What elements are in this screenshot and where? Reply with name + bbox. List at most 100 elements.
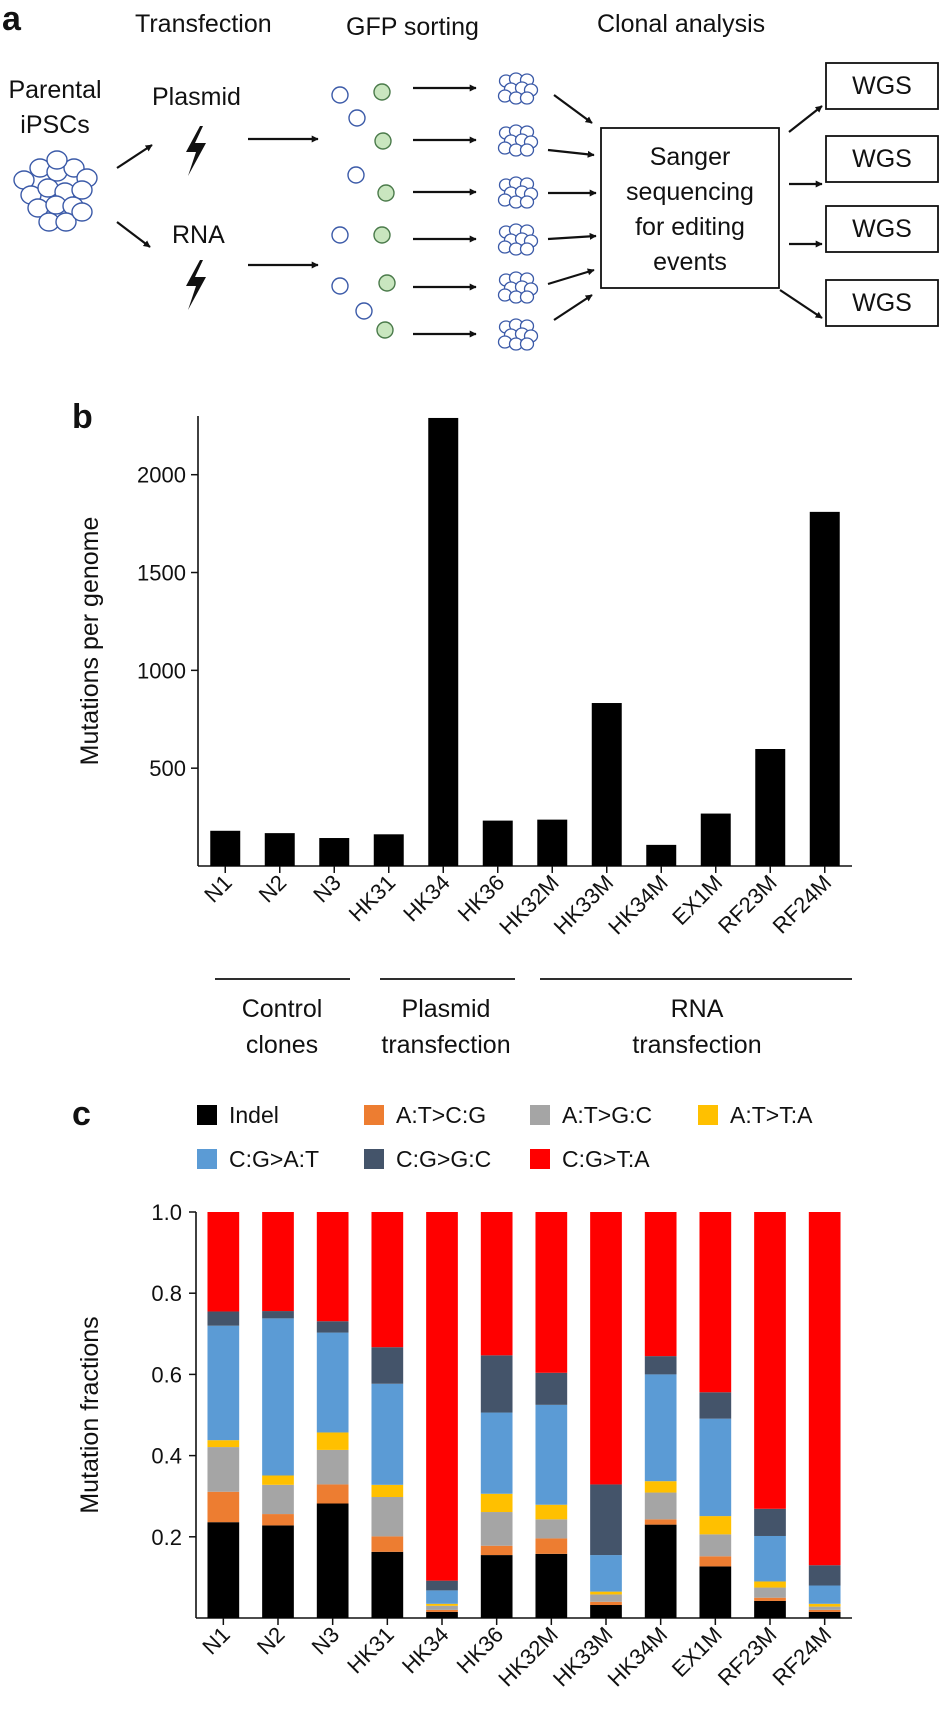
segment-rf23m	[754, 1597, 786, 1601]
x-tick-label: RF23M	[713, 1622, 782, 1691]
x-tick-label: HK34	[397, 1622, 454, 1679]
x-tick-label: HK31	[342, 1622, 399, 1679]
x-tick-label: HK32M	[493, 1622, 563, 1692]
segment-rf23m	[754, 1535, 786, 1582]
cell-icon	[331, 277, 349, 295]
wgs-label: WGS	[852, 72, 912, 100]
gfp-cell-icon	[373, 83, 391, 101]
sanger-box	[600, 127, 780, 289]
segment-hk34m	[644, 1212, 677, 1357]
y-tick-label: 1.0	[151, 1200, 182, 1225]
x-tick-label: HK31	[344, 870, 401, 927]
parental-label-line2: iPSCs	[20, 111, 89, 139]
bar-rf23m	[755, 749, 786, 866]
x-tick-label: RF24M	[768, 1622, 837, 1691]
legend-swatch	[530, 1149, 550, 1169]
segment-ex1m	[699, 1516, 732, 1535]
bar-hk31	[373, 834, 404, 866]
segment-hk34	[426, 1212, 458, 1581]
segment-hk31	[371, 1347, 404, 1384]
mutations-bar-chart: 500 1000 1500 2000 Mutations per genome N1 N2 N…	[76, 416, 852, 939]
segment-n1	[207, 1311, 240, 1326]
arrow-to-sanger	[553, 94, 593, 124]
segment-rf24m	[808, 1603, 841, 1607]
x-tick-label: N2	[254, 870, 292, 908]
x-tick-label: N2	[252, 1622, 290, 1660]
x-tick-label: N3	[308, 870, 346, 908]
legend-label: A:T>C:G	[396, 1102, 486, 1128]
segment-hk31	[371, 1497, 404, 1537]
segment-hk32m	[535, 1404, 568, 1505]
segment-n3	[316, 1332, 349, 1433]
segment-n3	[316, 1503, 349, 1618]
lightning-icon	[186, 260, 206, 310]
segment-hk32m	[535, 1519, 568, 1539]
cell-icon	[347, 166, 365, 184]
segment-hk34m	[644, 1492, 677, 1520]
lightning-icon	[186, 126, 206, 176]
group-control-line2: clones	[246, 1031, 318, 1059]
legend-swatch	[197, 1149, 217, 1169]
segment-hk33m	[590, 1601, 622, 1606]
rna-label: RNA	[172, 221, 225, 249]
panel-b-letter: b	[72, 398, 93, 436]
cell-icon	[331, 86, 349, 104]
legend-label: C:G>G:C	[396, 1146, 491, 1172]
segment-hk34m	[644, 1519, 677, 1525]
group-rna-line1: RNA	[671, 995, 724, 1023]
bar-n2	[264, 833, 295, 866]
segment-ex1m	[699, 1534, 732, 1557]
segment-hk36	[480, 1493, 513, 1513]
x-tick-label: HK33M	[549, 870, 619, 940]
gfp-cell-icon	[378, 274, 396, 292]
segment-hk33m	[590, 1591, 622, 1595]
arrow-to-plasmid	[116, 144, 153, 169]
y-tick-label: 2000	[137, 463, 186, 488]
bar-hk36	[482, 820, 513, 866]
gfp-cell-icon	[373, 226, 391, 244]
segment-ex1m	[699, 1392, 732, 1419]
legend-swatch	[530, 1105, 550, 1125]
y-axis-label: Mutations per genome	[76, 517, 104, 766]
segment-ex1m	[699, 1212, 732, 1393]
x-tick-label: N3	[307, 1622, 345, 1660]
legend-swatch	[364, 1149, 384, 1169]
segment-hk34	[426, 1609, 458, 1612]
panel-c-letter: c	[72, 1095, 91, 1133]
x-tick-label: HK34	[398, 870, 455, 927]
segment-n2	[262, 1212, 294, 1312]
wgs-box	[825, 279, 939, 327]
arrow-to-rna	[116, 221, 151, 248]
segment-hk32m	[535, 1212, 568, 1373]
bar-hk32m	[537, 819, 568, 866]
segment-hk34m	[644, 1356, 677, 1375]
x-tick-label: RF23M	[713, 870, 782, 939]
arrow-to-wgs	[788, 105, 823, 133]
bar-hk33m	[591, 703, 622, 866]
segment-ex1m	[699, 1556, 732, 1567]
segment-hk34m	[644, 1481, 677, 1493]
wgs-box	[825, 135, 939, 183]
x-tick-label: N1	[197, 1622, 235, 1660]
arrow-to-sanger	[547, 232, 597, 241]
segment-hk31	[371, 1383, 404, 1485]
segment-rf24m	[808, 1609, 841, 1612]
parental-cell-cluster	[13, 150, 98, 232]
cell-icon	[71, 202, 93, 222]
plasmid-label: Plasmid	[152, 83, 241, 111]
gfp-sorting-header: GFP sorting	[346, 13, 479, 41]
colony-icon	[497, 124, 539, 157]
segment-hk34m	[644, 1374, 677, 1482]
legend-label: A:T>G:C	[562, 1102, 652, 1128]
bar-ex1m	[700, 813, 731, 866]
sorting-arrows	[413, 84, 477, 338]
bar-n1	[210, 830, 241, 866]
segment-n1	[207, 1522, 240, 1618]
sanger-line2: sequencing	[626, 178, 754, 206]
legend-swatch	[197, 1105, 217, 1125]
segment-n3	[316, 1449, 349, 1485]
y-tick-label: 0.2	[151, 1525, 182, 1550]
legend-label: C:G>T:A	[562, 1146, 650, 1172]
clonal-colonies	[497, 72, 597, 351]
legend-swatch	[364, 1105, 384, 1125]
